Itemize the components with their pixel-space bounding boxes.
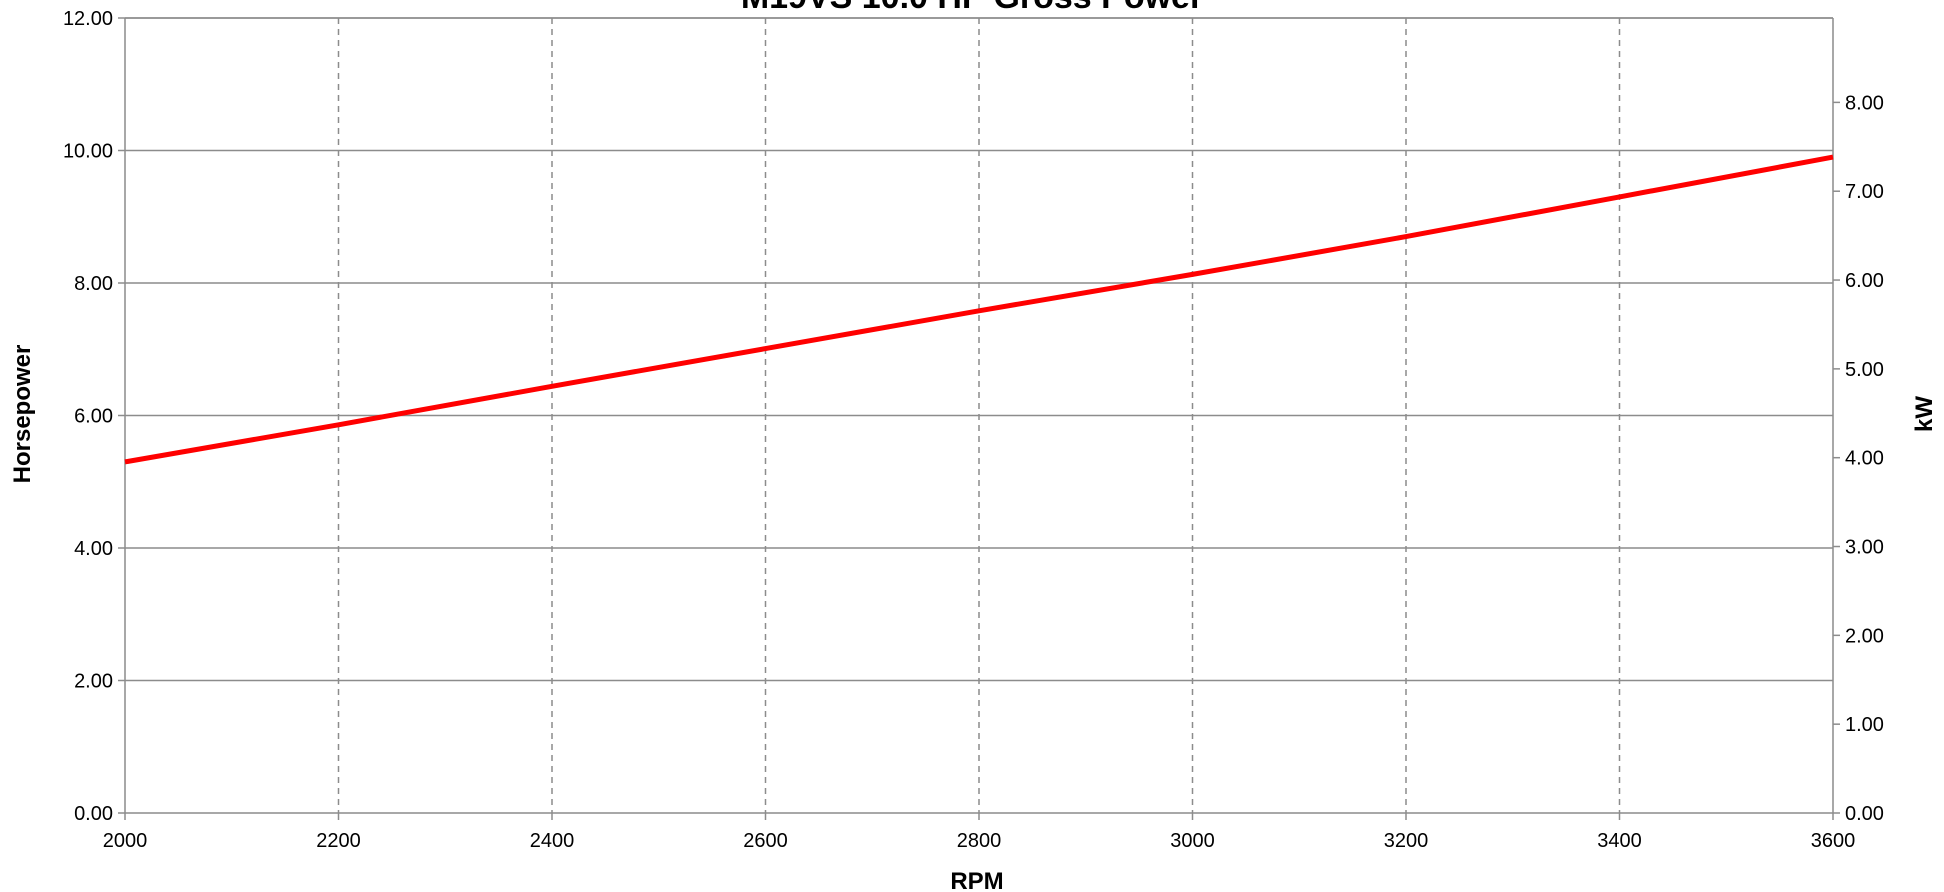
y-tick-label: 6.00 [74, 406, 113, 428]
x-tick-label: 3400 [1597, 830, 1642, 852]
y-tick-label: 12.00 [63, 8, 113, 30]
y-tick-label: 8.00 [74, 273, 113, 295]
x-tick-label: 2000 [103, 830, 148, 852]
y2-tick-label: 5.00 [1845, 359, 1884, 381]
y-tick-label: 4.00 [74, 538, 113, 560]
y-axis-title: Horsepower [9, 345, 36, 484]
axes [118, 17, 1840, 820]
x-tick-label: 3200 [1384, 830, 1429, 852]
chart-title: M19VS 10.0 HP Gross Power [741, 0, 1203, 16]
y-tick-label: 10.00 [63, 141, 113, 163]
y2-tick-label: 3.00 [1845, 537, 1884, 559]
x-tick-label: 2600 [743, 830, 788, 852]
x-tick-label: 3000 [1170, 830, 1215, 852]
y-tick-label: 2.00 [74, 671, 113, 693]
y2-tick-label: 7.00 [1845, 181, 1884, 203]
x-tick-label: 2400 [530, 830, 575, 852]
y2-axis-title: kW [1911, 396, 1938, 432]
x-tick-label: 2800 [957, 830, 1002, 852]
y2-tick-label: 2.00 [1845, 625, 1884, 647]
y-tick-label: 0.00 [74, 803, 113, 825]
x-tick-label: 2200 [316, 830, 361, 852]
x-axis-title: RPM [950, 868, 1003, 892]
y2-tick-label: 4.00 [1845, 448, 1884, 470]
series-layer [124, 154, 1834, 465]
y2-tick-label: 0.00 [1845, 803, 1884, 825]
y2-tick-label: 8.00 [1845, 92, 1884, 114]
y2-tick-label: 6.00 [1845, 270, 1884, 292]
y2-tick-label: 1.00 [1845, 714, 1884, 736]
x-tick-label: 3600 [1811, 830, 1856, 852]
tick-labels: 0.00 2.00 4.00 6.00 8.00 10.00 12.00 2000 2200 24… [63, 8, 1884, 852]
